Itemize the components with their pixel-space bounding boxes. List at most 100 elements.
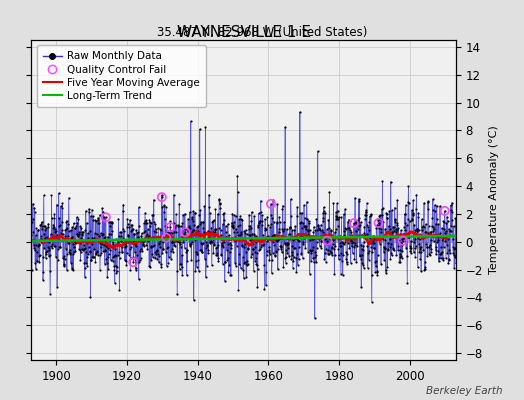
Point — [215, 199, 224, 206]
Point — [440, 244, 448, 250]
Point — [86, 248, 94, 254]
Point — [104, 234, 112, 240]
Point — [311, 249, 319, 256]
Point — [363, 243, 372, 250]
Point — [46, 291, 54, 298]
Point — [63, 239, 72, 246]
Point — [415, 248, 423, 255]
Point — [198, 241, 206, 247]
Point — [188, 239, 196, 246]
Point — [308, 236, 316, 242]
Point — [176, 240, 184, 247]
Point — [96, 230, 105, 236]
Point — [46, 252, 54, 258]
Point — [72, 223, 81, 229]
Point — [210, 242, 219, 248]
Point — [90, 254, 98, 260]
Point — [317, 245, 325, 252]
Point — [46, 267, 54, 274]
Point — [115, 249, 123, 255]
Point — [206, 239, 215, 245]
Point — [103, 245, 112, 252]
Point — [298, 255, 307, 262]
Point — [82, 220, 91, 226]
Point — [340, 228, 348, 234]
Point — [244, 246, 253, 252]
Point — [178, 264, 186, 270]
Point — [264, 236, 272, 242]
Point — [398, 248, 407, 254]
Point — [199, 219, 207, 225]
Point — [441, 238, 450, 245]
Point — [411, 245, 419, 251]
Point — [318, 227, 326, 234]
Point — [243, 262, 251, 269]
Point — [101, 261, 109, 268]
Point — [339, 240, 347, 246]
Point — [329, 200, 337, 206]
Point — [372, 224, 380, 231]
Point — [238, 235, 247, 241]
Point — [36, 237, 44, 243]
Point — [403, 234, 412, 240]
Point — [178, 271, 187, 278]
Point — [157, 227, 165, 233]
Point — [30, 204, 39, 211]
Point — [292, 255, 300, 261]
Point — [354, 217, 363, 223]
Point — [387, 178, 395, 185]
Point — [318, 238, 326, 245]
Point — [291, 245, 299, 251]
Point — [183, 247, 192, 253]
Point — [92, 250, 100, 256]
Point — [409, 212, 418, 218]
Point — [180, 245, 189, 251]
Point — [431, 232, 440, 238]
Point — [189, 208, 197, 214]
Point — [321, 236, 329, 242]
Point — [85, 228, 94, 234]
Point — [289, 254, 298, 261]
Point — [89, 254, 97, 260]
Point — [316, 234, 324, 240]
Point — [294, 256, 303, 263]
Point — [258, 218, 267, 224]
Point — [345, 225, 353, 231]
Point — [281, 241, 289, 247]
Point — [165, 234, 173, 241]
Point — [375, 225, 384, 232]
Point — [266, 236, 275, 242]
Point — [379, 249, 388, 255]
Point — [346, 218, 354, 224]
Point — [43, 224, 52, 230]
Point — [74, 233, 82, 239]
Point — [105, 236, 114, 243]
Point — [136, 237, 145, 244]
Point — [360, 230, 368, 236]
Point — [325, 189, 334, 195]
Point — [365, 257, 373, 263]
Point — [155, 240, 163, 247]
Point — [362, 211, 370, 218]
Point — [244, 261, 252, 267]
Point — [72, 214, 81, 220]
Point — [451, 215, 460, 222]
Point — [439, 235, 447, 242]
Point — [168, 246, 176, 253]
Point — [197, 219, 205, 225]
Point — [214, 224, 223, 231]
Point — [276, 243, 285, 249]
Point — [441, 208, 449, 214]
Point — [63, 225, 72, 232]
Point — [85, 249, 94, 256]
Point — [314, 226, 323, 233]
Point — [432, 244, 441, 251]
Point — [416, 256, 424, 262]
Point — [108, 219, 116, 225]
Point — [419, 246, 428, 253]
Point — [293, 262, 302, 268]
Point — [281, 255, 290, 262]
Point — [91, 236, 99, 242]
Point — [146, 219, 154, 225]
Point — [145, 217, 154, 223]
